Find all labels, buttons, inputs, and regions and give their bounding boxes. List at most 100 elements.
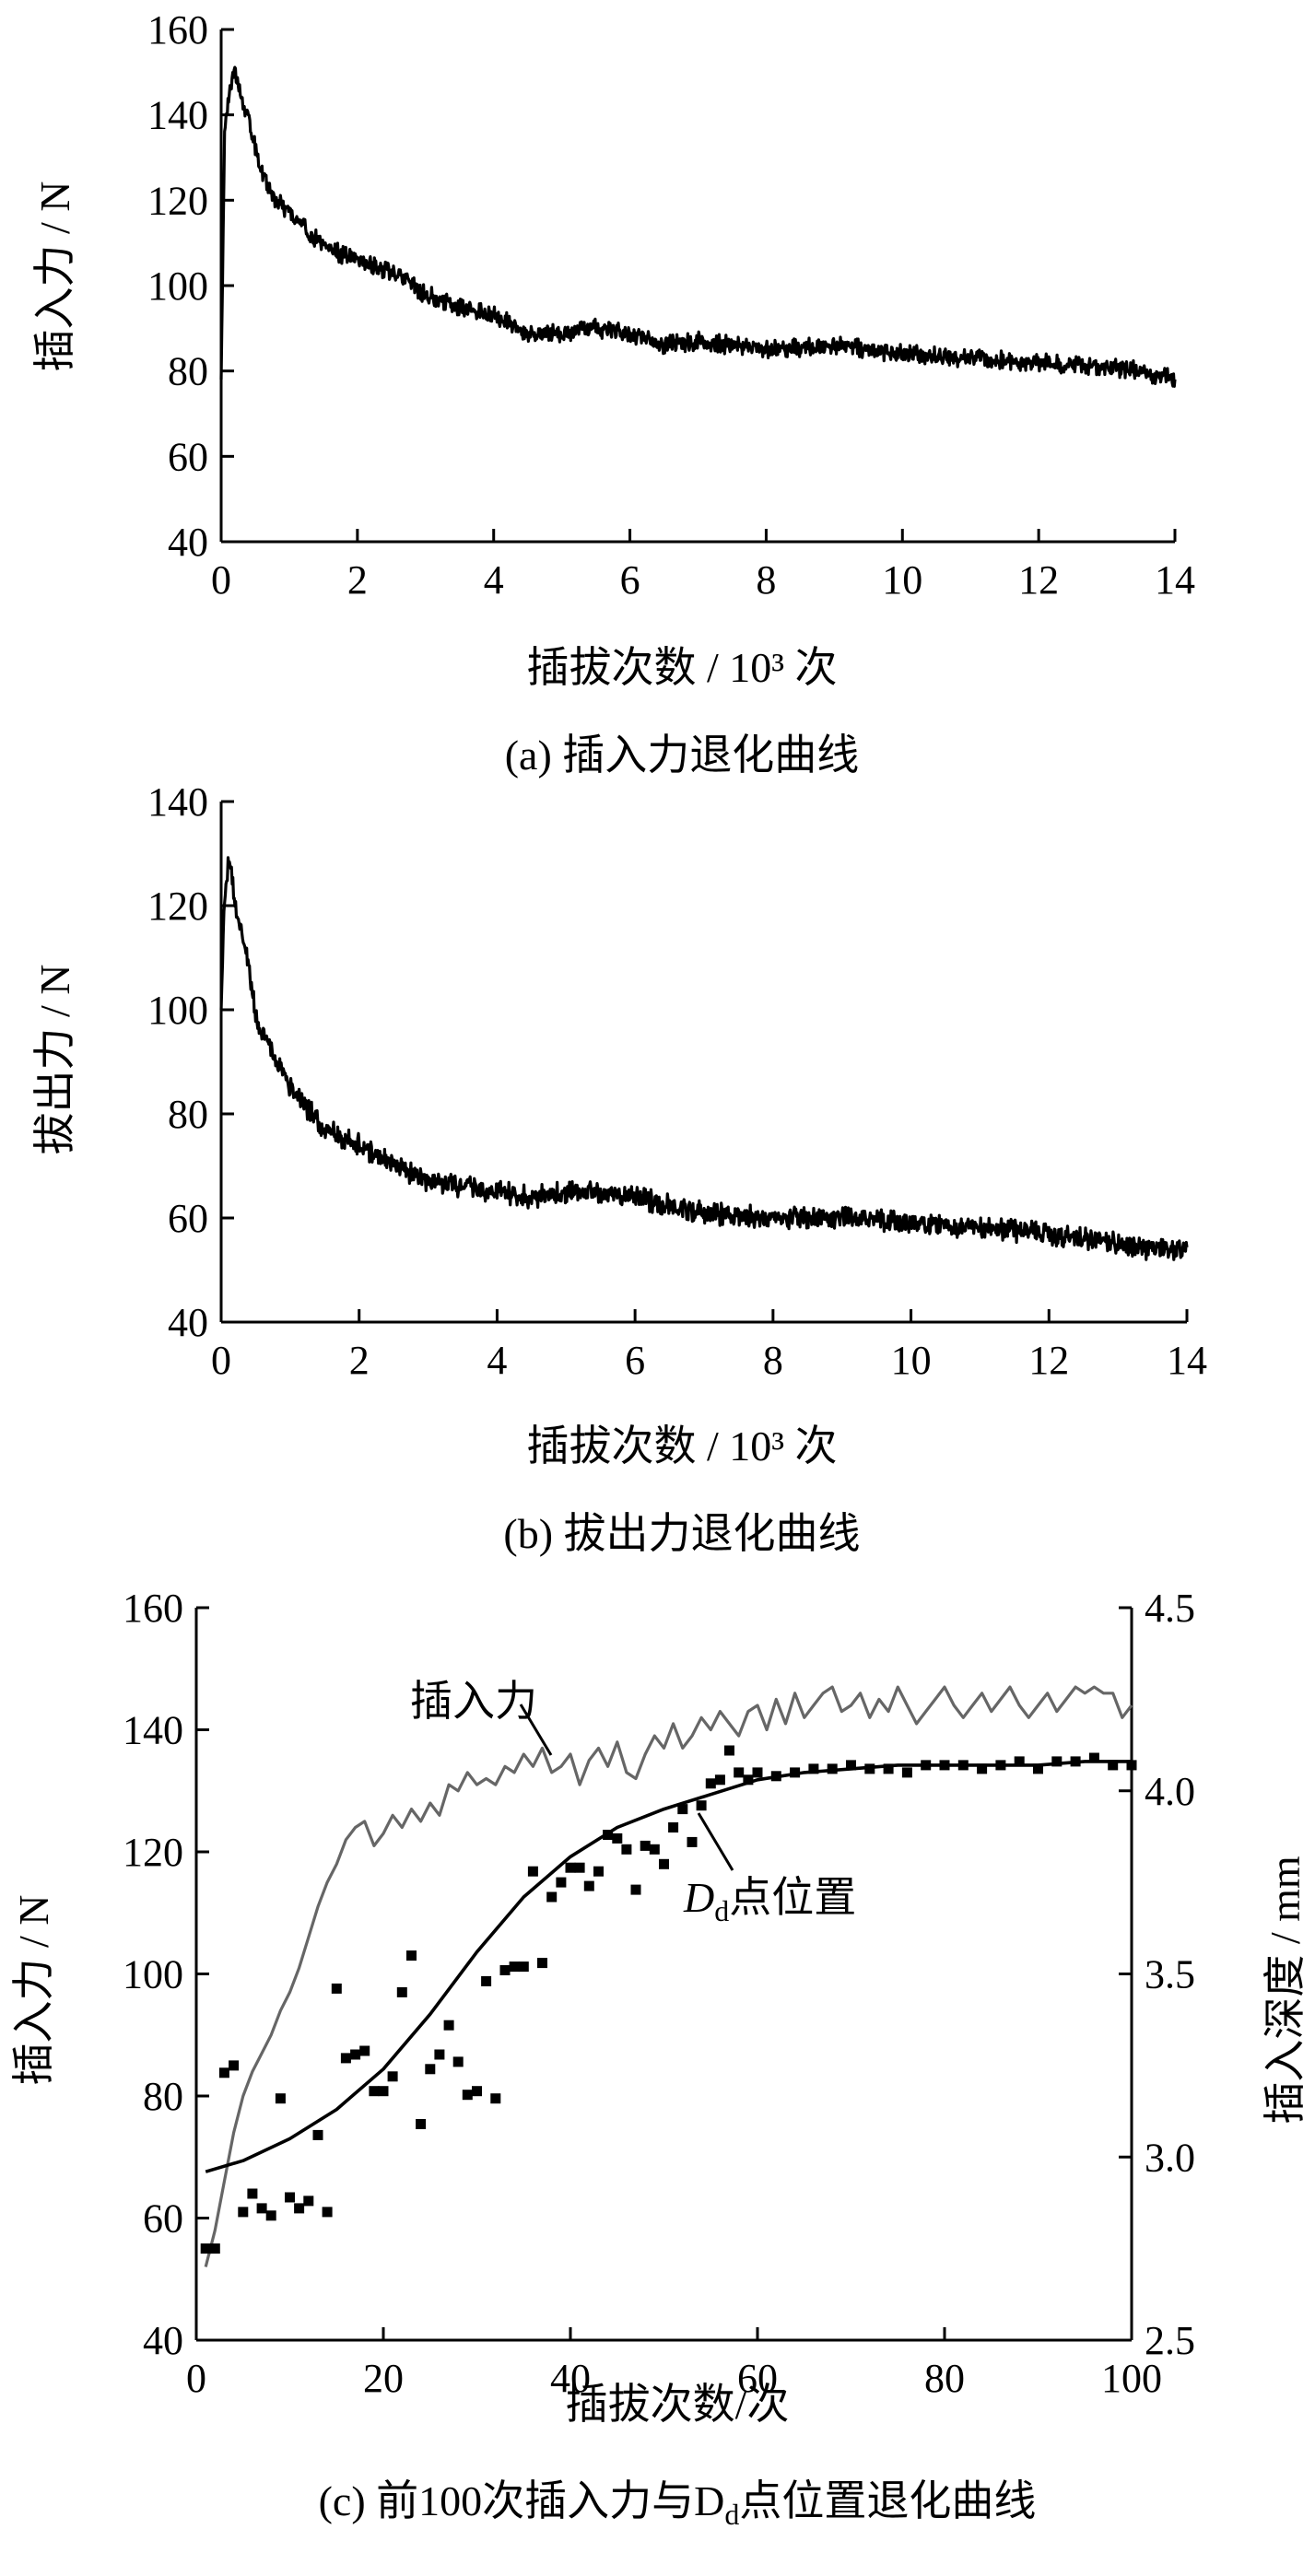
scatter-point bbox=[612, 1832, 623, 1844]
x-tick-label: 80 bbox=[924, 2356, 965, 2401]
scatter-point bbox=[743, 1774, 754, 1786]
y-tick-label: 120 bbox=[147, 178, 208, 223]
x-tick-label: 10 bbox=[891, 1338, 932, 1383]
insertion-force-line bbox=[204, 1685, 1133, 2267]
chart-c-marks bbox=[200, 1685, 1137, 2267]
scatter-point bbox=[350, 2049, 361, 2060]
chart-a-series-line bbox=[219, 65, 1177, 388]
y-tick-label: 140 bbox=[147, 779, 208, 825]
scatter-point bbox=[734, 1767, 745, 1778]
x-tick-label: 2 bbox=[349, 1338, 370, 1383]
scatter-point bbox=[957, 1760, 969, 1771]
scatter-point bbox=[396, 1986, 407, 1997]
annotation-insertion-force-leader bbox=[519, 1704, 553, 1756]
scatter-point bbox=[518, 1961, 529, 1973]
y-tick-label: 40 bbox=[168, 520, 208, 565]
scatter-point bbox=[359, 2045, 370, 2056]
chart-b-caption: (b) 拔出力退化曲线 bbox=[503, 1510, 860, 1557]
scatter-point bbox=[481, 1975, 492, 1986]
scatter-point bbox=[499, 1965, 511, 1975]
chart-a-axes: 0 2 4 6 8 10 12 14 40 60 80 100 120 140 160 bbox=[147, 7, 1195, 603]
scatter-point bbox=[556, 1877, 567, 1888]
y-tick-label: 120 bbox=[147, 884, 208, 929]
chart-a-y-axis-title: 插入力 / N bbox=[31, 181, 78, 372]
y-tick-label: 140 bbox=[123, 1708, 183, 1753]
x-tick-label: 4 bbox=[487, 1338, 507, 1383]
scatter-point bbox=[537, 1958, 547, 1969]
y-tick-label: 140 bbox=[147, 93, 208, 138]
y-tick-label: 60 bbox=[143, 2196, 183, 2242]
scatter-point bbox=[1126, 1760, 1137, 1771]
scatter-point bbox=[285, 2192, 295, 2203]
chart-c-caption-head: (c) 前100次插入力与D bbox=[319, 2477, 725, 2524]
scatter-point bbox=[387, 2071, 398, 2082]
scatter-point bbox=[238, 2207, 249, 2218]
x-tick-label: 6 bbox=[620, 557, 640, 603]
scatter-point bbox=[294, 2203, 305, 2214]
scatter-point bbox=[630, 1884, 641, 1895]
y-tick-label: 60 bbox=[168, 1196, 208, 1241]
scatter-point bbox=[921, 1760, 932, 1771]
scatter-point bbox=[425, 2064, 436, 2075]
scatter-point bbox=[472, 2086, 482, 2097]
scatter-point bbox=[218, 2067, 229, 2078]
chart-b-axes: 0 2 4 6 8 10 12 14 40 60 80 100 120 140 bbox=[147, 779, 1207, 1383]
y-tick-label: 40 bbox=[143, 2318, 183, 2363]
x-tick-label: 2 bbox=[347, 557, 368, 603]
scatter-point bbox=[583, 1880, 594, 1891]
annotation-dd-position-subscript: d bbox=[714, 1894, 729, 1927]
x-tick-label: 10 bbox=[882, 557, 922, 603]
scatter-point bbox=[724, 1745, 734, 1756]
chart-b-y-axis-title: 拔出力 / N bbox=[31, 965, 78, 1155]
scatter-point bbox=[509, 1961, 520, 1973]
scatter-point bbox=[752, 1767, 763, 1778]
scatter-point bbox=[416, 2119, 427, 2129]
x-tick-label: 0 bbox=[186, 2356, 206, 2401]
x-tick-label: 14 bbox=[1167, 1338, 1207, 1383]
scatter-point bbox=[340, 2053, 351, 2064]
y-tick-label: 160 bbox=[147, 7, 208, 53]
chart-a-insertion-force: 0 2 4 6 8 10 12 14 40 60 80 100 120 140 160 插入力 / N 插拔… bbox=[31, 7, 1195, 779]
scatter-point bbox=[977, 1763, 988, 1774]
scatter-point bbox=[312, 2129, 323, 2140]
scatter-point bbox=[668, 1822, 679, 1832]
scatter-point bbox=[901, 1767, 912, 1778]
scatter-point bbox=[443, 2020, 454, 2031]
chart-c-first-100-cycles: 0 20 40 60 80 100 40 60 80 100 120 140 160 2.5 3.0 3.5 4… bbox=[10, 1586, 1309, 2531]
scatter-point bbox=[705, 1778, 716, 1789]
x-tick-label: 8 bbox=[763, 1338, 783, 1383]
chart-a-x-axis-title: 插拔次数 / 10³ 次 bbox=[526, 644, 837, 691]
scatter-point bbox=[696, 1800, 707, 1811]
y-tick-label: 60 bbox=[168, 434, 208, 479]
y-tick-label: 80 bbox=[168, 1092, 208, 1137]
chart-c-x-axis-title: 插拔次数/次 bbox=[566, 2381, 790, 2428]
x-tick-label: 40 bbox=[550, 2356, 591, 2401]
scatter-point bbox=[790, 1767, 801, 1778]
x-tick-label: 12 bbox=[1028, 1338, 1069, 1383]
scatter-point bbox=[714, 1774, 725, 1786]
y2-tick-label: 3.5 bbox=[1145, 1952, 1195, 1997]
y-tick-label: 100 bbox=[147, 988, 208, 1033]
chart-c-right-y-axis-title: 插入深度 / mm bbox=[1262, 1856, 1309, 2125]
scatter-point bbox=[200, 2243, 211, 2254]
y2-tick-label: 4.0 bbox=[1145, 1769, 1195, 1814]
y2-tick-label: 4.5 bbox=[1145, 1586, 1195, 1631]
scatter-point bbox=[452, 2056, 464, 2067]
scatter-point bbox=[995, 1760, 1006, 1771]
scatter-point bbox=[770, 1771, 781, 1782]
scatter-point bbox=[303, 2195, 314, 2207]
scatter-point bbox=[546, 1891, 558, 1903]
x-tick-label: 14 bbox=[1155, 557, 1195, 603]
scatter-point bbox=[649, 1844, 660, 1855]
chart-b-marks bbox=[219, 856, 1189, 1261]
x-tick-label: 60 bbox=[737, 2356, 778, 2401]
y-tick-label: 80 bbox=[168, 349, 208, 394]
x-tick-label: 0 bbox=[211, 1338, 231, 1383]
scatter-point bbox=[229, 2060, 240, 2071]
chart-a-marks bbox=[219, 65, 1177, 388]
scatter-point bbox=[1051, 1756, 1063, 1767]
scatter-point bbox=[565, 1862, 576, 1873]
y-tick-label: 100 bbox=[147, 263, 208, 309]
scatter-point bbox=[883, 1763, 894, 1774]
annotation-dd-position-leader bbox=[697, 1812, 734, 1871]
